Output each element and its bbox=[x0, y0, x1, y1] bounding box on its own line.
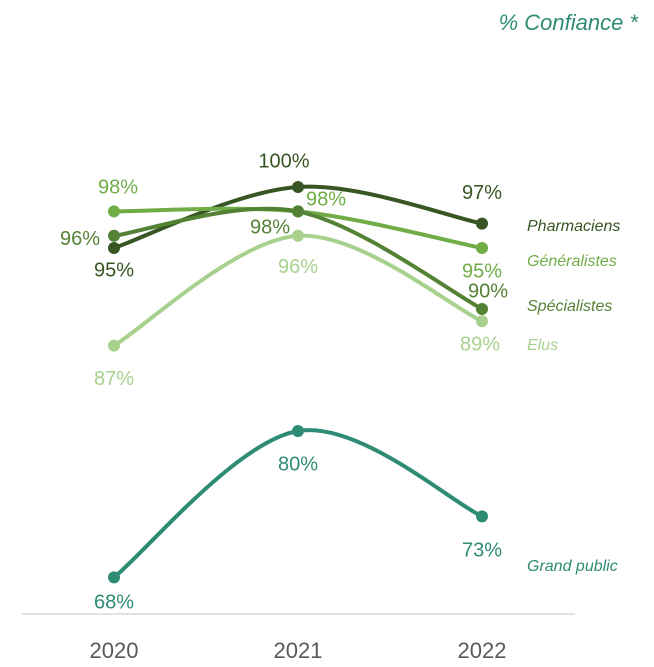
series-point bbox=[292, 425, 304, 437]
data-label: 98% bbox=[306, 189, 346, 211]
data-label: 98% bbox=[98, 177, 138, 199]
series-name: Pharmaciens bbox=[527, 218, 620, 235]
series-point bbox=[292, 229, 304, 242]
series-point bbox=[476, 315, 488, 328]
series-point bbox=[108, 229, 120, 242]
annotation: % Confiance * bbox=[499, 10, 640, 35]
data-label: 87% bbox=[94, 368, 134, 390]
series-name: Elus bbox=[527, 337, 558, 354]
series-point bbox=[108, 242, 120, 254]
data-label: 96% bbox=[278, 256, 318, 278]
series-point bbox=[476, 242, 488, 254]
series-point bbox=[476, 303, 488, 315]
x-tick-label: 2021 bbox=[274, 638, 323, 662]
series-line bbox=[112, 233, 484, 348]
data-label: 90% bbox=[468, 280, 508, 302]
series-point bbox=[108, 339, 120, 352]
data-label: 98% bbox=[250, 217, 290, 239]
data-label: 80% bbox=[278, 453, 318, 475]
x-tick-label: 2022 bbox=[458, 638, 507, 662]
data-label: 96% bbox=[60, 228, 100, 250]
data-label: 97% bbox=[462, 182, 502, 204]
series-point bbox=[292, 181, 304, 193]
series-name: Généralistes bbox=[527, 253, 617, 270]
series-point bbox=[108, 205, 120, 218]
series-name: Spécialistes bbox=[527, 298, 612, 315]
series-line bbox=[112, 428, 484, 580]
data-label: 68% bbox=[94, 592, 134, 614]
series-point bbox=[476, 510, 488, 523]
series-point bbox=[476, 217, 488, 230]
data-label: 89% bbox=[460, 333, 500, 355]
data-label: 95% bbox=[462, 260, 502, 282]
series-point bbox=[292, 205, 304, 218]
data-label: 95% bbox=[94, 259, 134, 281]
series-name: Grand public bbox=[527, 558, 618, 575]
x-tick-label: 2020 bbox=[90, 638, 139, 662]
series-point bbox=[108, 571, 120, 584]
data-label: 73% bbox=[462, 540, 502, 562]
data-label: 100% bbox=[258, 150, 309, 172]
